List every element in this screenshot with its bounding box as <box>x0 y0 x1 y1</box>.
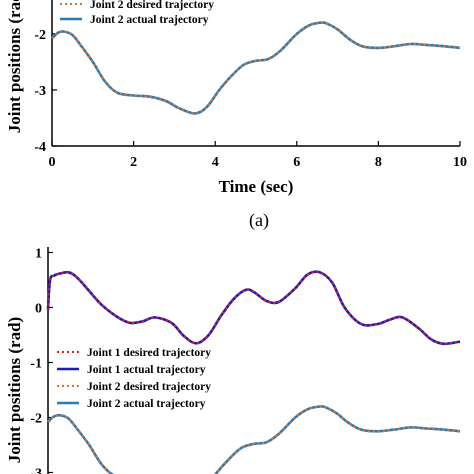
y-tick-label: -2 <box>34 28 46 43</box>
y-tick-label: -3 <box>34 84 46 99</box>
y-axis-label: Joint positions (rad) <box>5 0 24 133</box>
series-line-joint-1-actual-trajectory <box>46 270 461 346</box>
y-tick-label: -4 <box>34 140 46 155</box>
x-tick-label: 0 <box>49 155 56 170</box>
x-tick-label: 10 <box>453 155 467 170</box>
legend-entry-label: Joint 2 desired trajectory <box>87 381 211 393</box>
series-line-joint-2-actual-trajectory <box>47 405 461 474</box>
x-axis-label: Time (sec) <box>219 177 294 196</box>
series-line-joint-2-desired-trajectory <box>51 21 461 115</box>
series-line-joint-2-actual-trajectory <box>51 21 461 115</box>
panel-a: -4 -3 -2 0 2 4 6 8 10 Joint 2 desired trajectory J… <box>5 0 467 231</box>
legend-entry-label: Joint 1 actual trajectory <box>87 364 206 376</box>
x-tick-label: 2 <box>130 155 137 170</box>
y-tick-label: 0 <box>35 302 42 317</box>
x-tick-label: 8 <box>375 155 382 170</box>
legend-entry-label: Joint 1 desired trajectory <box>87 347 211 359</box>
legend-entry-label: Joint 2 actual trajectory <box>90 14 209 26</box>
y-tick-label: -1 <box>30 357 42 372</box>
x-tick-label: 4 <box>212 155 219 170</box>
panel-label: (a) <box>249 210 269 231</box>
series-line-joint-2-desired-trajectory <box>47 405 461 474</box>
y-axis-label: Joint positions (rad) <box>5 317 24 463</box>
series-line-joint-1-desired-trajectory <box>47 270 461 345</box>
y-tick-label: 1 <box>35 247 42 262</box>
panel-b: 1 0 -1 -2 -3 Joint 1 desired trajectory Joint … <box>5 247 461 474</box>
x-tick-label: 6 <box>293 155 300 170</box>
y-tick-label: -2 <box>30 412 42 427</box>
y-tick-label: -3 <box>30 467 42 474</box>
legend-entry-label: Joint 2 desired trajectory <box>90 0 214 11</box>
legend-entry-label: Joint 2 actual trajectory <box>87 398 206 410</box>
